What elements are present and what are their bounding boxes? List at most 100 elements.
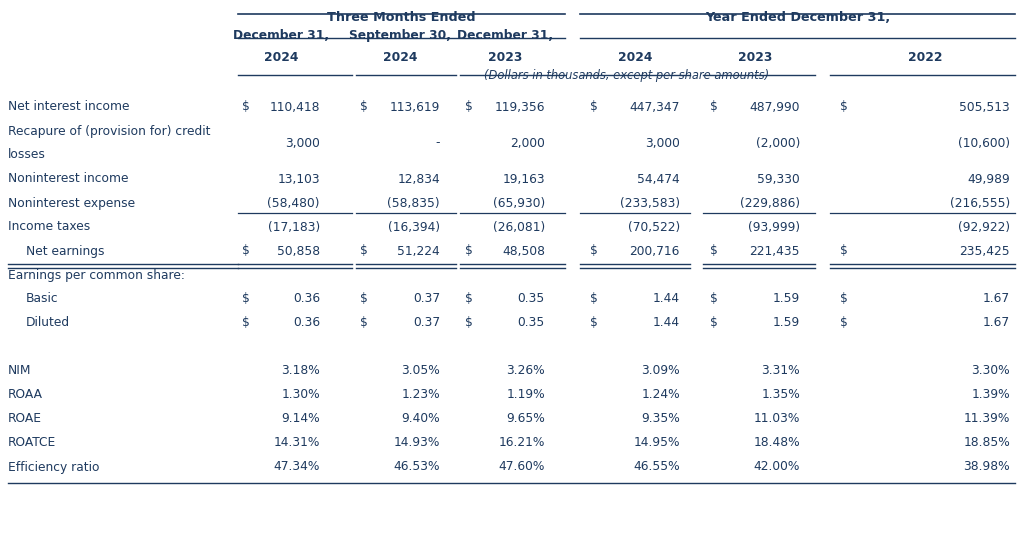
Text: 19,163: 19,163 bbox=[502, 173, 544, 186]
Text: 0.35: 0.35 bbox=[518, 293, 544, 306]
Text: 59,330: 59,330 bbox=[756, 173, 799, 186]
Text: $: $ bbox=[589, 100, 597, 113]
Text: 46.55%: 46.55% bbox=[633, 460, 680, 473]
Text: $: $ bbox=[360, 317, 368, 330]
Text: 51,224: 51,224 bbox=[396, 244, 439, 257]
Text: 9.14%: 9.14% bbox=[281, 413, 320, 426]
Text: 0.36: 0.36 bbox=[292, 317, 320, 330]
Text: 1.35%: 1.35% bbox=[760, 388, 799, 401]
Text: $: $ bbox=[242, 293, 250, 306]
Text: $: $ bbox=[840, 317, 847, 330]
Text: $: $ bbox=[465, 244, 472, 257]
Text: (93,999): (93,999) bbox=[747, 220, 799, 233]
Text: 235,425: 235,425 bbox=[959, 244, 1009, 257]
Text: 16.21%: 16.21% bbox=[498, 437, 544, 450]
Text: 49,989: 49,989 bbox=[966, 173, 1009, 186]
Text: 9.65%: 9.65% bbox=[505, 413, 544, 426]
Text: 3.31%: 3.31% bbox=[760, 364, 799, 377]
Text: 0.35: 0.35 bbox=[518, 317, 544, 330]
Text: 447,347: 447,347 bbox=[629, 100, 680, 113]
Text: 3,000: 3,000 bbox=[285, 136, 320, 149]
Text: Earnings per common share:: Earnings per common share: bbox=[8, 268, 184, 281]
Text: 14.95%: 14.95% bbox=[633, 437, 680, 450]
Text: 487,990: 487,990 bbox=[749, 100, 799, 113]
Text: Net earnings: Net earnings bbox=[25, 244, 104, 257]
Text: (16,394): (16,394) bbox=[387, 220, 439, 233]
Text: 2,000: 2,000 bbox=[510, 136, 544, 149]
Text: 2023: 2023 bbox=[737, 51, 771, 64]
Text: $: $ bbox=[242, 317, 250, 330]
Text: $: $ bbox=[589, 293, 597, 306]
Text: $: $ bbox=[589, 317, 597, 330]
Text: $: $ bbox=[242, 100, 250, 113]
Text: 1.67: 1.67 bbox=[982, 317, 1009, 330]
Text: Basic: Basic bbox=[25, 293, 58, 306]
Text: 1.44: 1.44 bbox=[652, 317, 680, 330]
Text: 1.19%: 1.19% bbox=[505, 388, 544, 401]
Text: ROAE: ROAE bbox=[8, 413, 42, 426]
Text: $: $ bbox=[465, 293, 472, 306]
Text: 3,000: 3,000 bbox=[644, 136, 680, 149]
Text: 0.37: 0.37 bbox=[413, 293, 439, 306]
Text: $: $ bbox=[465, 100, 472, 113]
Text: Diluted: Diluted bbox=[25, 317, 70, 330]
Text: 3.05%: 3.05% bbox=[400, 364, 439, 377]
Text: 3.26%: 3.26% bbox=[505, 364, 544, 377]
Text: (Dollars in thousands, except per share amounts): (Dollars in thousands, except per share … bbox=[483, 69, 768, 82]
Text: 18.85%: 18.85% bbox=[962, 437, 1009, 450]
Text: 200,716: 200,716 bbox=[629, 244, 680, 257]
Text: (58,835): (58,835) bbox=[387, 197, 439, 210]
Text: (65,930): (65,930) bbox=[492, 197, 544, 210]
Text: 47.60%: 47.60% bbox=[498, 460, 544, 473]
Text: 12,834: 12,834 bbox=[396, 173, 439, 186]
Text: ROAA: ROAA bbox=[8, 388, 43, 401]
Text: (2,000): (2,000) bbox=[755, 136, 799, 149]
Text: $: $ bbox=[242, 244, 250, 257]
Text: 1.59: 1.59 bbox=[772, 317, 799, 330]
Text: (233,583): (233,583) bbox=[620, 197, 680, 210]
Text: $: $ bbox=[360, 100, 368, 113]
Text: 9.40%: 9.40% bbox=[401, 413, 439, 426]
Text: $: $ bbox=[709, 244, 717, 257]
Text: (229,886): (229,886) bbox=[739, 197, 799, 210]
Text: $: $ bbox=[360, 244, 368, 257]
Text: 113,619: 113,619 bbox=[389, 100, 439, 113]
Text: $: $ bbox=[465, 317, 472, 330]
Text: NIM: NIM bbox=[8, 364, 32, 377]
Text: 3.30%: 3.30% bbox=[970, 364, 1009, 377]
Text: 38.98%: 38.98% bbox=[962, 460, 1009, 473]
Text: ROATCE: ROATCE bbox=[8, 437, 56, 450]
Text: 54,474: 54,474 bbox=[637, 173, 680, 186]
Text: -: - bbox=[435, 136, 439, 149]
Text: 18.48%: 18.48% bbox=[753, 437, 799, 450]
Text: 1.59: 1.59 bbox=[772, 293, 799, 306]
Text: (26,081): (26,081) bbox=[492, 220, 544, 233]
Text: 119,356: 119,356 bbox=[494, 100, 544, 113]
Text: 221,435: 221,435 bbox=[749, 244, 799, 257]
Text: Noninterest income: Noninterest income bbox=[8, 173, 128, 186]
Text: 14.93%: 14.93% bbox=[393, 437, 439, 450]
Text: 1.39%: 1.39% bbox=[970, 388, 1009, 401]
Text: 13,103: 13,103 bbox=[277, 173, 320, 186]
Text: 47.34%: 47.34% bbox=[273, 460, 320, 473]
Text: 1.44: 1.44 bbox=[652, 293, 680, 306]
Text: 3.18%: 3.18% bbox=[281, 364, 320, 377]
Text: 2024: 2024 bbox=[382, 51, 417, 64]
Text: $: $ bbox=[840, 293, 847, 306]
Text: 0.37: 0.37 bbox=[413, 317, 439, 330]
Text: $: $ bbox=[840, 100, 847, 113]
Text: Net interest income: Net interest income bbox=[8, 100, 129, 113]
Text: 1.30%: 1.30% bbox=[281, 388, 320, 401]
Text: 14.31%: 14.31% bbox=[273, 437, 320, 450]
Text: 50,858: 50,858 bbox=[276, 244, 320, 257]
Text: (70,522): (70,522) bbox=[627, 220, 680, 233]
Text: (92,922): (92,922) bbox=[957, 220, 1009, 233]
Text: 2022: 2022 bbox=[907, 51, 942, 64]
Text: Noninterest expense: Noninterest expense bbox=[8, 197, 135, 210]
Text: Efficiency ratio: Efficiency ratio bbox=[8, 460, 100, 473]
Text: Year Ended December 31,: Year Ended December 31, bbox=[704, 11, 890, 24]
Text: 1.24%: 1.24% bbox=[641, 388, 680, 401]
Text: December 31,: December 31, bbox=[232, 29, 329, 42]
Text: $: $ bbox=[709, 293, 717, 306]
Text: December 31,: December 31, bbox=[457, 29, 552, 42]
